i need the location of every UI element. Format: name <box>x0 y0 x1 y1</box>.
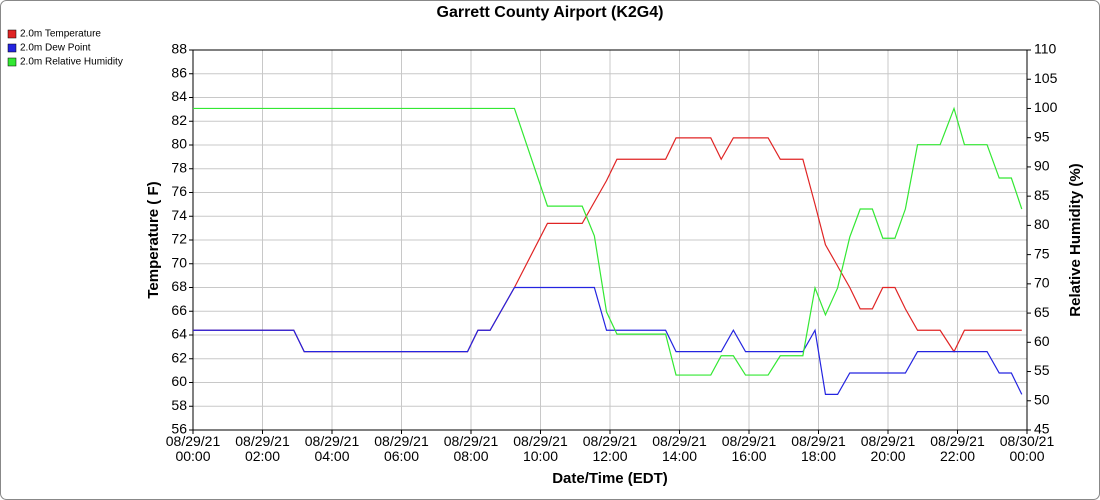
y2-tick-label: 75 <box>1034 245 1050 261</box>
y2-tick-label: 70 <box>1034 275 1050 291</box>
series-line <box>193 286 1023 395</box>
series-line <box>193 106 1023 376</box>
x-tick-label: 08/29/21 06:00 <box>374 433 429 464</box>
x-tick-label: 08/29/21 10:00 <box>513 433 568 464</box>
x-tick-label-line: 08/29/21 <box>235 433 290 449</box>
x-tick-label-line: 20:00 <box>870 448 905 464</box>
legend-label: 2.0m Dew Point <box>20 43 91 54</box>
x-tick-label-line: 08/29/21 <box>791 433 846 449</box>
x-tick-label: 08/29/21 22:00 <box>930 433 985 464</box>
x-tick-label-line: 14:00 <box>662 448 697 464</box>
y-tick-label: 84 <box>171 88 187 104</box>
y2-tick-label: 95 <box>1034 128 1050 144</box>
y-tick-label: 82 <box>171 112 187 128</box>
y2-tick-label: 50 <box>1034 391 1050 407</box>
y2-tick-label: 110 <box>1034 41 1057 57</box>
y2-tick-label: 85 <box>1034 187 1050 203</box>
series-line <box>193 137 1022 353</box>
legend-swatch <box>7 57 17 67</box>
y2-tick-label: 80 <box>1034 216 1050 232</box>
x-tick-label-line: 08/30/21 <box>1000 433 1055 449</box>
x-tick-label: 08/29/21 16:00 <box>722 433 777 464</box>
y-tick-label: 56 <box>171 421 187 437</box>
x-tick-label-line: 08/29/21 <box>583 433 638 449</box>
x-tick-label-line: 16:00 <box>731 448 766 464</box>
x-tick-label: 08/29/21 20:00 <box>861 433 916 464</box>
x-tick-label-line: 12:00 <box>592 448 627 464</box>
chart-title: Garrett County Airport (K2G4) <box>437 4 664 21</box>
y2-tick-label: 105 <box>1034 70 1058 86</box>
y-tick-label: 86 <box>171 64 187 80</box>
x-tick-label: 08/30/21 00:00 <box>1000 433 1055 464</box>
y-tick-label: 68 <box>171 278 187 294</box>
legend-label: 2.0m Relative Humidity <box>20 57 123 68</box>
x-tick-label-line: 04:00 <box>314 448 349 464</box>
x-tick-label: 08/29/21 12:00 <box>583 433 638 464</box>
y2-tick-label: 45 <box>1034 421 1050 437</box>
x-tick-label-line: 18:00 <box>801 448 836 464</box>
y2-tick-label: 55 <box>1034 362 1050 378</box>
y-tick-label: 60 <box>171 373 187 389</box>
y-tick-label: 80 <box>171 136 187 152</box>
x-axis-title: Date/Time (EDT) <box>552 470 668 487</box>
x-tick-label-line: 22:00 <box>940 448 975 464</box>
y-tick-label: 88 <box>171 41 187 57</box>
y2-tick-label: 60 <box>1034 333 1050 349</box>
y2-tick-label: 90 <box>1034 158 1050 174</box>
plot-border <box>192 49 1028 431</box>
x-tick-label: 08/29/21 08:00 <box>444 433 499 464</box>
x-tick-label-line: 08/29/21 <box>444 433 499 449</box>
x-tick-label-line: 08/29/21 <box>652 433 707 449</box>
x-tick-label-line: 08/29/21 <box>930 433 985 449</box>
y-tick-label: 78 <box>171 159 187 175</box>
y-tick-label: 58 <box>171 397 187 413</box>
x-tick-label-line: 08/29/21 <box>166 433 221 449</box>
y-tick-label: 62 <box>171 349 187 365</box>
x-tick-label-line: 08/29/21 <box>513 433 568 449</box>
y-tick-label: 76 <box>171 183 187 199</box>
x-tick-label-line: 08/29/21 <box>305 433 360 449</box>
y-tick-label: 72 <box>171 231 187 247</box>
x-tick-label-line: 08/29/21 <box>861 433 916 449</box>
legend-label: 2.0m Temperature <box>20 29 101 40</box>
x-tick-label-line: 08/29/21 <box>722 433 777 449</box>
y-axis-title: Temperature ( F) <box>145 181 162 298</box>
y-tick-label: 66 <box>171 302 187 318</box>
x-tick-label-line: 10:00 <box>523 448 558 464</box>
x-tick-label-line: 02:00 <box>245 448 280 464</box>
legend-swatch <box>7 43 17 53</box>
y2-axis-title: Relative Humidity (%) <box>1067 163 1084 316</box>
y2-tick-label: 100 <box>1034 99 1058 115</box>
y-tick-label: 64 <box>171 326 187 342</box>
x-tick-label-line: 06:00 <box>384 448 419 464</box>
x-tick-label-line: 00:00 <box>1009 448 1044 464</box>
x-tick-label-line: 08/29/21 <box>374 433 429 449</box>
x-tick-label: 08/29/21 18:00 <box>791 433 846 464</box>
y2-tick-label: 65 <box>1034 304 1050 320</box>
x-tick-label: 08/29/21 00:00 <box>166 433 221 464</box>
x-tick-label: 08/29/21 04:00 <box>305 433 360 464</box>
x-tick-label-line: 08:00 <box>453 448 488 464</box>
legend-swatch <box>7 29 17 39</box>
y-tick-label: 70 <box>171 254 187 270</box>
x-tick-label: 08/29/21 02:00 <box>235 433 290 464</box>
x-tick-label-line: 00:00 <box>175 448 210 464</box>
y-tick-label: 74 <box>171 207 187 223</box>
x-tick-label: 08/29/21 14:00 <box>652 433 707 464</box>
